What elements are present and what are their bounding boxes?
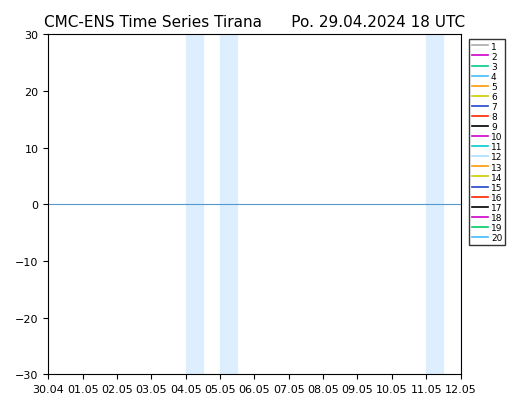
Bar xyxy=(220,35,237,374)
Bar xyxy=(186,35,203,374)
Title: CMC-ENS Time Series Tirana      Po. 29.04.2024 18 UTC: CMC-ENS Time Series Tirana Po. 29.04.202… xyxy=(44,15,465,30)
Legend: 1, 2, 3, 4, 5, 6, 7, 8, 9, 10, 11, 12, 13, 14, 15, 16, 17, 18, 19, 20: 1, 2, 3, 4, 5, 6, 7, 8, 9, 10, 11, 12, 1… xyxy=(469,40,505,245)
Bar xyxy=(461,35,478,374)
Bar xyxy=(426,35,444,374)
